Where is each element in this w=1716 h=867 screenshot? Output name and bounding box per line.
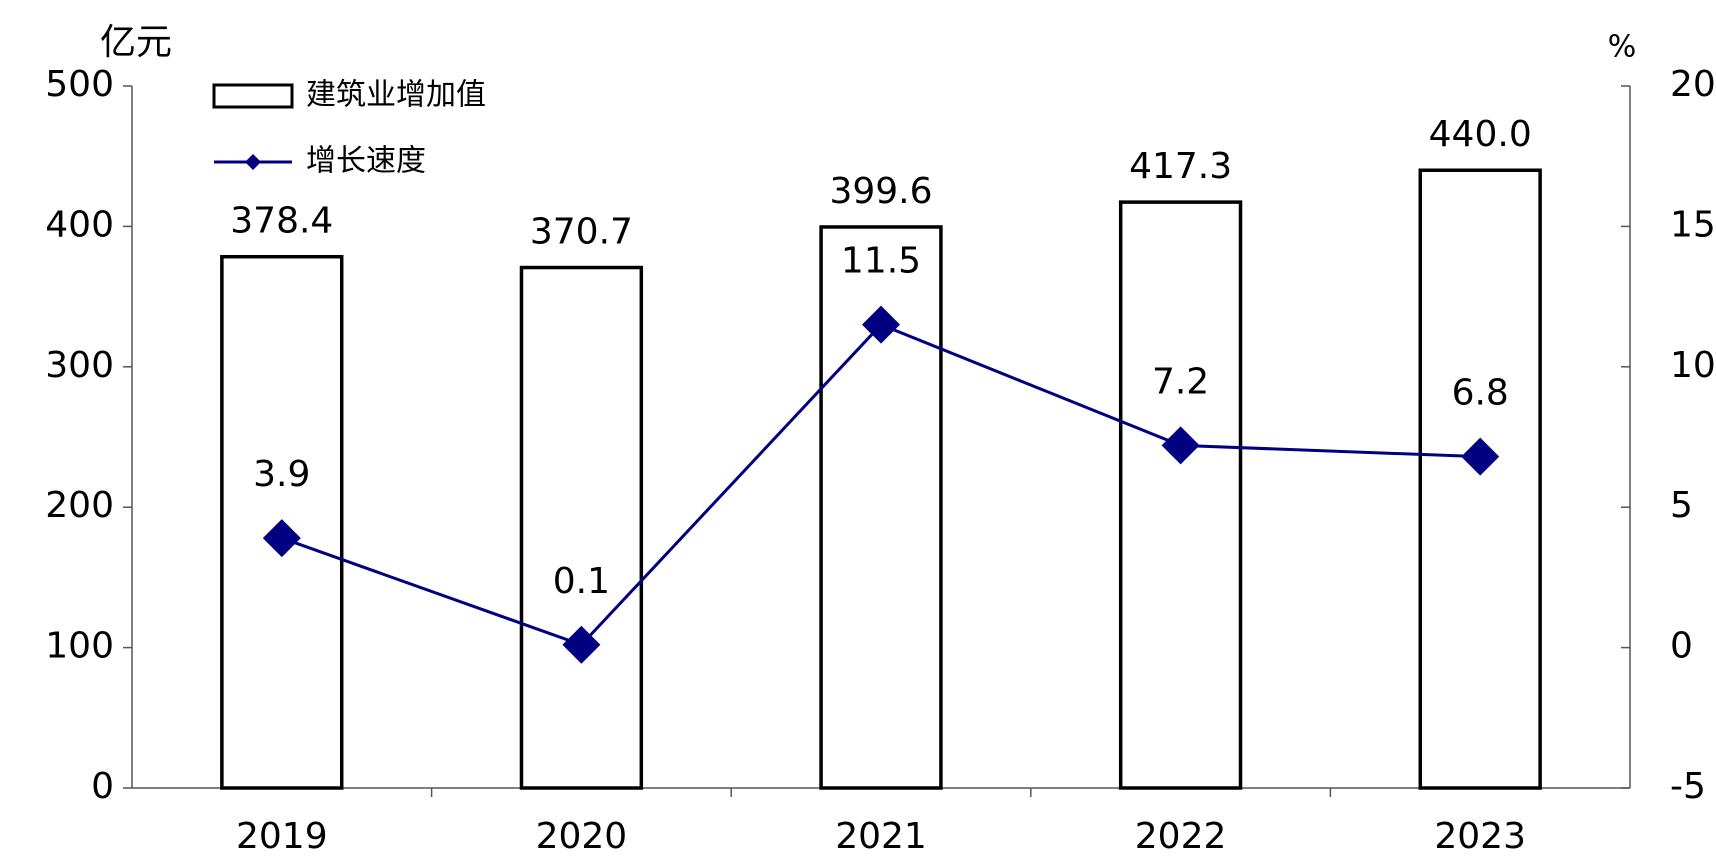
- y-axis-label: 亿元: [100, 22, 172, 63]
- bar-value-label: 417.3: [1129, 146, 1232, 187]
- bar-value-label: 399.6: [829, 171, 932, 212]
- line-value-label: 0.1: [553, 561, 610, 602]
- legend-label: 建筑业增加值: [306, 78, 486, 113]
- line-value-label: 11.5: [841, 241, 921, 282]
- y2-axis-label: %: [1608, 30, 1637, 65]
- bar: [519, 265, 644, 790]
- x-tick-label: 2019: [236, 816, 328, 857]
- x-tick-label: 2023: [1434, 816, 1526, 857]
- y-tick-label: 500: [45, 64, 114, 105]
- y2-tick-label: -5: [1670, 766, 1706, 807]
- bar: [1118, 200, 1243, 790]
- bar-value-label: 370.7: [530, 212, 633, 253]
- legend-swatch: [212, 83, 294, 109]
- line-value-label: 7.2: [1152, 361, 1209, 402]
- marker: [1461, 437, 1500, 476]
- bar: [1418, 168, 1542, 790]
- marker: [1161, 426, 1200, 465]
- bar-value-label: 378.4: [230, 201, 333, 242]
- legend-marker: [245, 154, 261, 170]
- x-tick-label: 2020: [536, 816, 628, 857]
- x-tick-label: 2022: [1135, 816, 1227, 857]
- line-value-label: 3.9: [253, 454, 310, 495]
- y-tick-label: 0: [91, 766, 114, 807]
- marker: [262, 519, 301, 558]
- y-tick-label: 100: [45, 626, 114, 667]
- y2-tick-label: 20: [1670, 64, 1716, 105]
- y2-tick-label: 5: [1670, 485, 1693, 526]
- bar-value-label: 440.0: [1429, 114, 1532, 155]
- y-tick-label: 300: [45, 345, 114, 386]
- y2-tick-label: 15: [1670, 204, 1716, 245]
- legend-label: 增长速度: [306, 144, 426, 179]
- y-tick-label: 400: [45, 204, 114, 245]
- y2-tick-label: 10: [1670, 345, 1716, 386]
- x-tick-label: 2021: [835, 816, 927, 857]
- marker: [862, 305, 900, 344]
- line-value-label: 6.8: [1452, 373, 1509, 414]
- marker: [562, 625, 601, 664]
- y2-tick-label: 0: [1670, 626, 1693, 667]
- y-tick-label: 200: [45, 485, 114, 526]
